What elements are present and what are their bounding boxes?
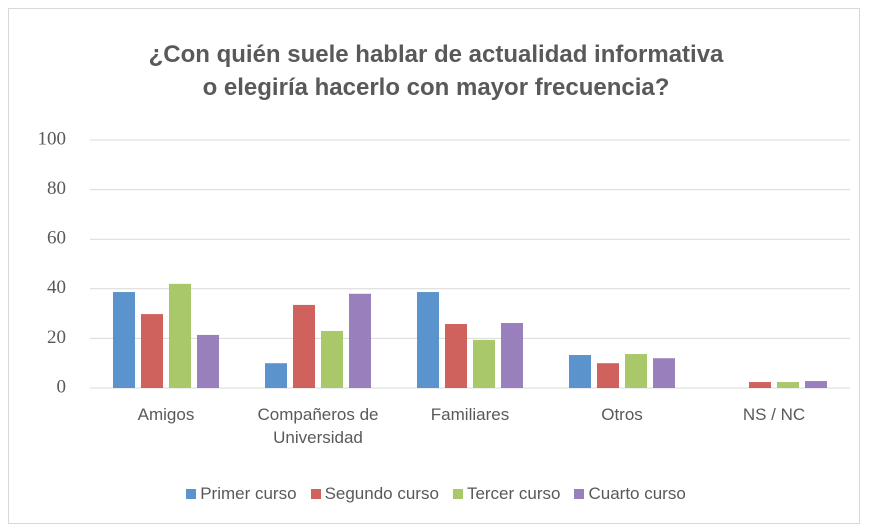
bar bbox=[293, 304, 315, 388]
y-tick-label: 60 bbox=[47, 228, 66, 249]
y-tick-label: 0 bbox=[57, 376, 67, 397]
x-tick-label: Familiares bbox=[430, 405, 510, 424]
bar bbox=[417, 292, 439, 388]
y-tick-label: 40 bbox=[47, 277, 66, 298]
bar bbox=[501, 323, 523, 388]
y-tick-label: 80 bbox=[47, 178, 66, 199]
y-tick-label: 100 bbox=[38, 128, 67, 149]
legend-swatch bbox=[574, 489, 585, 499]
bar bbox=[569, 355, 591, 388]
bar bbox=[113, 292, 135, 388]
y-tick-label: 20 bbox=[47, 327, 66, 348]
bar bbox=[805, 381, 827, 388]
bar bbox=[625, 354, 647, 388]
bar bbox=[197, 334, 219, 388]
legend-swatch bbox=[186, 489, 197, 499]
legend-item: Primer curso bbox=[186, 484, 297, 504]
bar bbox=[169, 283, 191, 388]
x-tick-label: Otros bbox=[601, 405, 643, 424]
bar bbox=[349, 293, 371, 388]
x-tick-label: Amigos bbox=[137, 405, 195, 424]
legend-item: Tercer curso bbox=[452, 484, 561, 504]
legend-swatch bbox=[452, 489, 463, 499]
bar bbox=[265, 363, 287, 388]
legend-swatch bbox=[310, 489, 321, 499]
title-line: o elegiría hacerlo con mayor frecuencia? bbox=[202, 74, 670, 101]
x-tick-label: NS / NC bbox=[742, 405, 806, 424]
bar bbox=[749, 382, 771, 388]
bar bbox=[141, 314, 163, 388]
legend: Primer curso Segundo curso Tercer curso Cua… bbox=[0, 484, 872, 504]
bar bbox=[473, 339, 495, 388]
bar bbox=[777, 382, 799, 388]
legend-label: Cuarto curso bbox=[588, 484, 686, 503]
title-line: ¿Con quién suele hablar de actualidad in… bbox=[148, 41, 724, 68]
legend-item: Cuarto curso bbox=[574, 484, 686, 504]
legend-item: Segundo curso bbox=[310, 484, 439, 504]
legend-label: Primer curso bbox=[200, 484, 297, 503]
bar bbox=[653, 358, 675, 388]
chart-frame bbox=[8, 8, 860, 524]
chart-title: ¿Con quién suele hablar de actualidad in… bbox=[0, 38, 872, 104]
bar bbox=[445, 324, 467, 388]
x-tick-label: Compañeros de Universidad bbox=[257, 405, 379, 447]
bar bbox=[597, 363, 619, 388]
legend-label: Segundo curso bbox=[324, 484, 439, 503]
bar bbox=[321, 330, 343, 388]
legend-label: Tercer curso bbox=[466, 484, 561, 503]
